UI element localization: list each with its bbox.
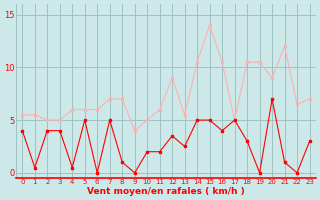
X-axis label: Vent moyen/en rafales ( km/h ): Vent moyen/en rafales ( km/h ) [87, 187, 245, 196]
